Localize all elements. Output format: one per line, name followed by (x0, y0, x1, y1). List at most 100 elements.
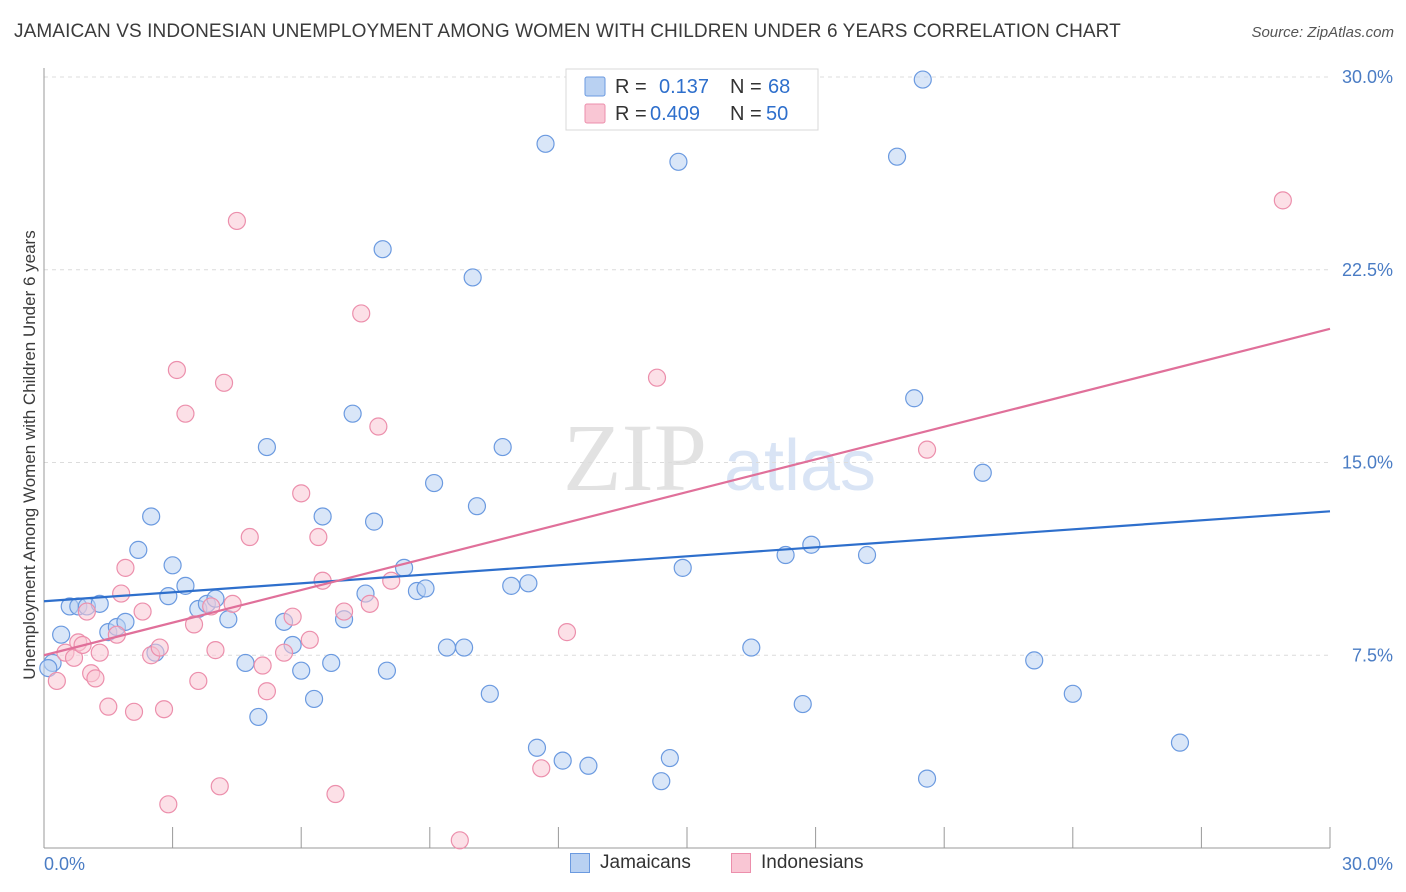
jamaican-point-44 (502, 576, 521, 595)
indonesian-point-35 (300, 630, 319, 649)
jamaican-point-18 (219, 610, 238, 629)
indonesian-point-48 (917, 440, 937, 459)
watermark-atlas: atlas (724, 426, 876, 506)
y-tick-label-0: 7.5% (1352, 645, 1393, 665)
indonesian-point-7 (86, 669, 105, 688)
indonesian-point-21 (184, 615, 204, 634)
indonesian-point-18 (159, 795, 178, 814)
indonesian-point-24 (206, 641, 225, 660)
jamaican-point-8 (116, 612, 135, 631)
jamaican-point-50 (652, 772, 671, 791)
indonesian-point-29 (240, 527, 259, 547)
indonesian-point-43 (382, 571, 401, 590)
jamaican-point-26 (313, 507, 332, 526)
jamaican-point-53 (673, 558, 692, 577)
legend-swatch-jamaicans (584, 76, 606, 97)
indonesian-point-5 (77, 602, 96, 621)
jamaican-point-61 (913, 70, 932, 89)
source-credit: Source: ZipAtlas.com (1251, 24, 1394, 41)
watermark-zip: ZIP (563, 404, 707, 511)
legend-swatch-indonesians-bottom (731, 853, 751, 873)
jamaican-point-49 (579, 756, 598, 775)
jamaicans-trend-line (43, 510, 1331, 603)
jamaican-point-21 (257, 437, 277, 457)
jamaican-point-64 (1025, 651, 1044, 670)
jamaican-point-27 (322, 653, 341, 673)
jamaican-point-45 (519, 574, 538, 593)
indonesian-point-39 (334, 602, 354, 621)
indonesian-point-49 (1273, 191, 1292, 210)
jamaican-point-9 (129, 540, 148, 559)
legend-r-value-indonesians: 0.409 (650, 103, 700, 125)
indonesian-point-30 (253, 656, 272, 675)
jamaican-point-39 (454, 638, 474, 657)
indonesian-point-28 (227, 211, 246, 231)
jamaican-point-48 (553, 751, 572, 770)
jamaican-point-59 (887, 147, 907, 166)
jamaican-point-24 (292, 661, 311, 680)
indonesian-point-45 (532, 759, 551, 778)
jamaicans-points (39, 70, 1190, 791)
indonesian-point-31 (257, 682, 277, 701)
legend-item-jamaicans[interactable]: Jamaicans (570, 852, 691, 874)
jamaican-point-67 (39, 658, 58, 678)
series-legend: Jamaicans Indonesians (0, 852, 1406, 878)
jamaican-point-47 (536, 134, 555, 153)
x-tick-label-max: 30.0% (1342, 854, 1393, 874)
zipatlas-watermark: ZIP atlas (563, 404, 876, 511)
indonesian-point-14 (133, 602, 152, 621)
legend-n-value-jamaicans: 68 (768, 76, 790, 98)
jamaican-point-13 (163, 556, 182, 575)
indonesian-point-20 (176, 404, 195, 423)
jamaican-point-37 (424, 473, 444, 493)
indonesian-point-22 (189, 671, 208, 691)
indonesian-point-46 (557, 623, 577, 642)
jamaican-point-1 (52, 625, 71, 644)
indonesian-point-42 (369, 417, 388, 436)
jamaican-point-58 (857, 545, 877, 565)
indonesian-point-13 (124, 702, 144, 721)
y-tick-label-2: 22.5% (1342, 260, 1393, 280)
indonesian-point-19 (167, 360, 186, 380)
correlation-legend: R = 0.137 N = 68 R = 0.409 N = 50 (565, 68, 819, 131)
indonesian-point-11 (112, 584, 131, 603)
legend-n-label-jamaicans: N = (730, 76, 762, 98)
jamaican-point-54 (742, 638, 761, 657)
jamaican-point-63 (973, 463, 992, 482)
legend-frame (565, 68, 819, 131)
legend-item-indonesians[interactable]: Indonesians (731, 852, 863, 874)
indonesian-point-36 (309, 527, 328, 547)
jamaican-point-41 (467, 497, 487, 516)
jamaican-point-31 (364, 512, 384, 531)
indonesian-point-0 (47, 671, 66, 691)
jamaican-point-56 (793, 694, 812, 714)
indonesian-point-41 (360, 594, 379, 613)
jamaican-point-42 (480, 684, 499, 703)
indonesian-point-34 (292, 484, 311, 503)
indonesian-point-44 (450, 831, 469, 850)
x-tick-label-min: 0.0% (44, 854, 85, 874)
jamaican-point-66 (1170, 733, 1190, 752)
chart-title: JAMAICAN VS INDONESIAN UNEMPLOYMENT AMON… (14, 21, 1121, 42)
x-tick-labels: 0.0% 30.0% (44, 854, 1393, 874)
jamaican-point-25 (304, 689, 324, 709)
trend-lines (43, 327, 1331, 657)
jamaican-point-57 (802, 535, 821, 554)
jamaican-point-12 (159, 587, 178, 606)
jamaican-point-19 (236, 653, 255, 673)
indonesian-point-38 (326, 784, 345, 804)
y-tick-label-1: 15.0% (1342, 453, 1393, 473)
legend-r-label-jamaicans: R = (615, 76, 647, 98)
indonesian-point-17 (154, 700, 174, 719)
y-tick-labels: 7.5% 15.0% 22.5% 30.0% (1342, 67, 1393, 665)
jamaican-point-20 (249, 707, 268, 727)
indonesian-point-47 (647, 368, 667, 387)
indonesians-trend-line (43, 327, 1331, 657)
indonesian-point-25 (210, 777, 229, 796)
indonesian-point-16 (150, 638, 169, 657)
jamaican-point-52 (669, 152, 688, 171)
indonesian-point-12 (116, 558, 135, 577)
jamaican-point-62 (917, 769, 937, 788)
legend-label-indonesians: Indonesians (761, 852, 864, 873)
